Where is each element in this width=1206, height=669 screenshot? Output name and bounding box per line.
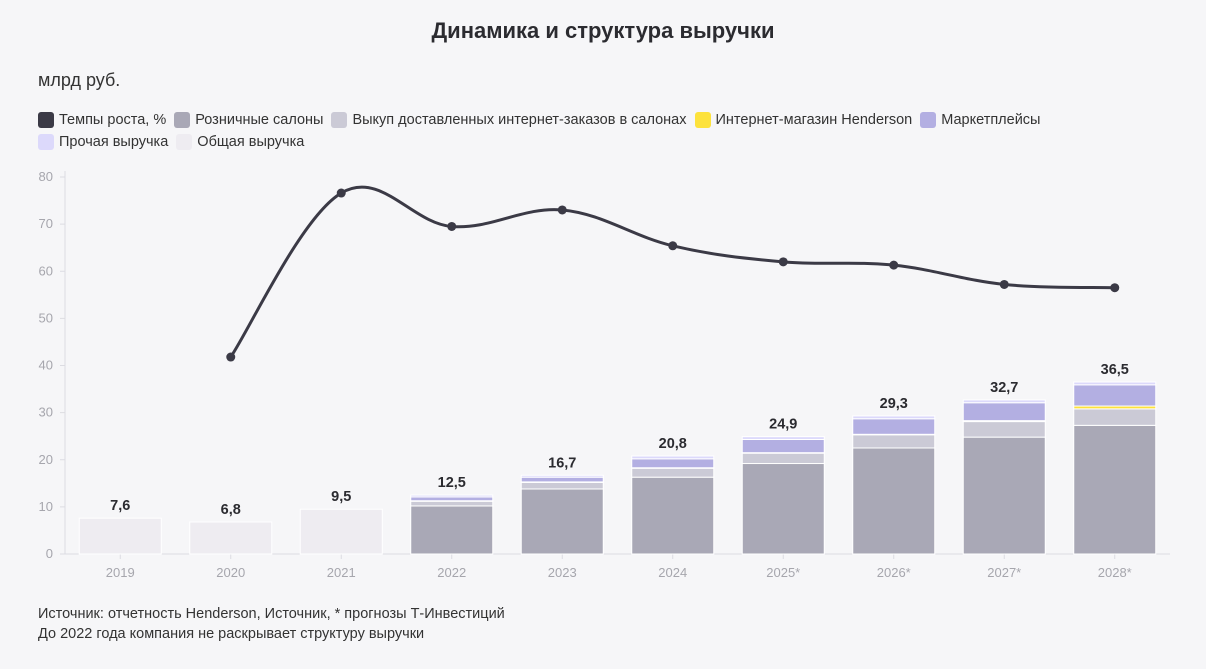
legend-label: Общая выручка [197,134,305,150]
bar-segment [1073,424,1157,555]
growth-point [226,352,236,362]
bar-segment [520,488,604,555]
bar-segment [631,476,715,555]
bar-segment [852,418,936,435]
bar-segment [1073,381,1157,386]
unit-label: млрд руб. [38,70,121,90]
bar-total-label: 9,5 [331,489,351,505]
bar-segment [852,415,936,420]
bar-segment [189,521,273,555]
notes: Источник: отчетность Henderson, Источник… [38,604,505,644]
bar-segment [962,399,1046,404]
x-tick-label: 2024 [658,565,687,580]
legend-item-pickup[interactable]: Выкуп доставленных интернет-заказов в са… [331,111,687,129]
growth-point [336,188,346,198]
bar-segment [852,447,936,555]
bar-segment [741,438,825,454]
legend-item-growth[interactable]: Темпы роста, % [38,111,166,129]
bar-total-label: 36,5 [1101,362,1129,378]
bar-segment [741,452,825,465]
legend-item-marketplaces[interactable]: Маркетплейсы [920,111,1040,129]
legend-swatch [38,134,54,150]
growth-point [447,221,457,231]
legend-label: Розничные салоны [195,112,324,128]
legend-swatch [176,134,193,150]
x-tick-label: 2022 [437,565,466,580]
legend-item-total[interactable]: Общая выручка [176,133,304,151]
bar-segment [410,494,494,498]
legend-label: Интернет-магазин Henderson [715,112,913,128]
disclaimer-note: До 2022 года компания не раскрывает стру… [38,626,425,642]
bar-total-label: 20,8 [659,436,687,452]
bar-total-label: 12,5 [438,475,466,491]
bar-segment [741,436,825,440]
bar-segment [852,434,936,449]
bar-total-label: 24,9 [769,417,797,433]
bar-segment [520,481,604,490]
growth-point [889,260,899,270]
legend-label: Прочая выручка [59,134,169,150]
bar-segment [520,474,604,478]
legend-label: Маркетплейсы [941,112,1041,128]
bar-segment [962,421,1046,438]
legend: Темпы роста, % Розничные салоны Выкуп до… [38,111,1178,151]
x-tick-label: 2023 [548,565,577,580]
bar-segment [78,517,162,555]
legend-swatch [331,112,348,128]
y-tick-label: 70 [39,216,53,231]
bar-segment [741,463,825,555]
growth-line [229,185,1115,358]
x-tick-label: 2026* [877,565,911,580]
bar-segment [520,476,604,483]
legend-item-online-store[interactable]: Интернет-магазин Henderson [694,111,913,129]
bar-total-label: 16,7 [548,455,576,471]
legend-item-retail[interactable]: Розничные салоны [174,111,323,129]
bar-total-label: 32,7 [990,380,1018,396]
growth-point [1110,283,1120,293]
x-tick-label: 2025* [766,565,800,580]
legend-label: Выкуп доставленных интернет-заказов в са… [352,112,687,128]
y-tick-label: 40 [39,358,53,373]
bar-total-label: 6,8 [221,502,241,518]
growth-point [778,257,788,267]
bar-segment [962,436,1046,555]
y-tick-label: 80 [39,169,53,184]
bar-segment [410,496,494,502]
bar-segment [410,500,494,507]
y-tick-label: 0 [46,546,53,561]
x-tick-label: 2027* [987,565,1021,580]
bar-segment [962,402,1046,422]
bar-segment [299,508,383,555]
y-tick-label: 50 [39,310,53,325]
source-note: Источник: отчетность Henderson, Источник… [38,606,505,622]
y-tick-label: 20 [39,452,53,467]
legend-swatch [38,112,54,128]
legend-swatch [174,112,191,128]
growth-point [999,279,1009,289]
revenue-chart: 0 10 20 30 40 50 60 70 80 2019 2020 2021 2022 2023 202… [39,169,1170,580]
y-tick-label: 10 [39,499,53,514]
x-tick-label: 2020 [216,565,245,580]
bar-segment [1073,408,1157,426]
x-tick-label: 2028* [1098,565,1132,580]
bar-segment [1073,384,1157,407]
legend-swatch [920,112,937,128]
bar-segment [631,467,715,478]
growth-point [668,241,678,251]
x-tick-label: 2021 [327,565,356,580]
bar-segment [410,505,494,555]
legend-item-other[interactable]: Прочая выручка [38,133,168,151]
y-tick-label: 30 [39,405,53,420]
chart-title: Динамика и структура выручки [431,18,775,43]
x-tick-label: 2019 [106,565,135,580]
y-tick-label: 60 [39,263,53,278]
growth-point [557,205,567,215]
legend-label: Темпы роста, % [59,112,167,128]
bar-total-label: 7,6 [110,498,130,514]
bar-total-label: 29,3 [880,396,908,412]
bar-segment [631,458,715,469]
bar-segment [631,455,715,460]
legend-swatch [694,112,711,128]
